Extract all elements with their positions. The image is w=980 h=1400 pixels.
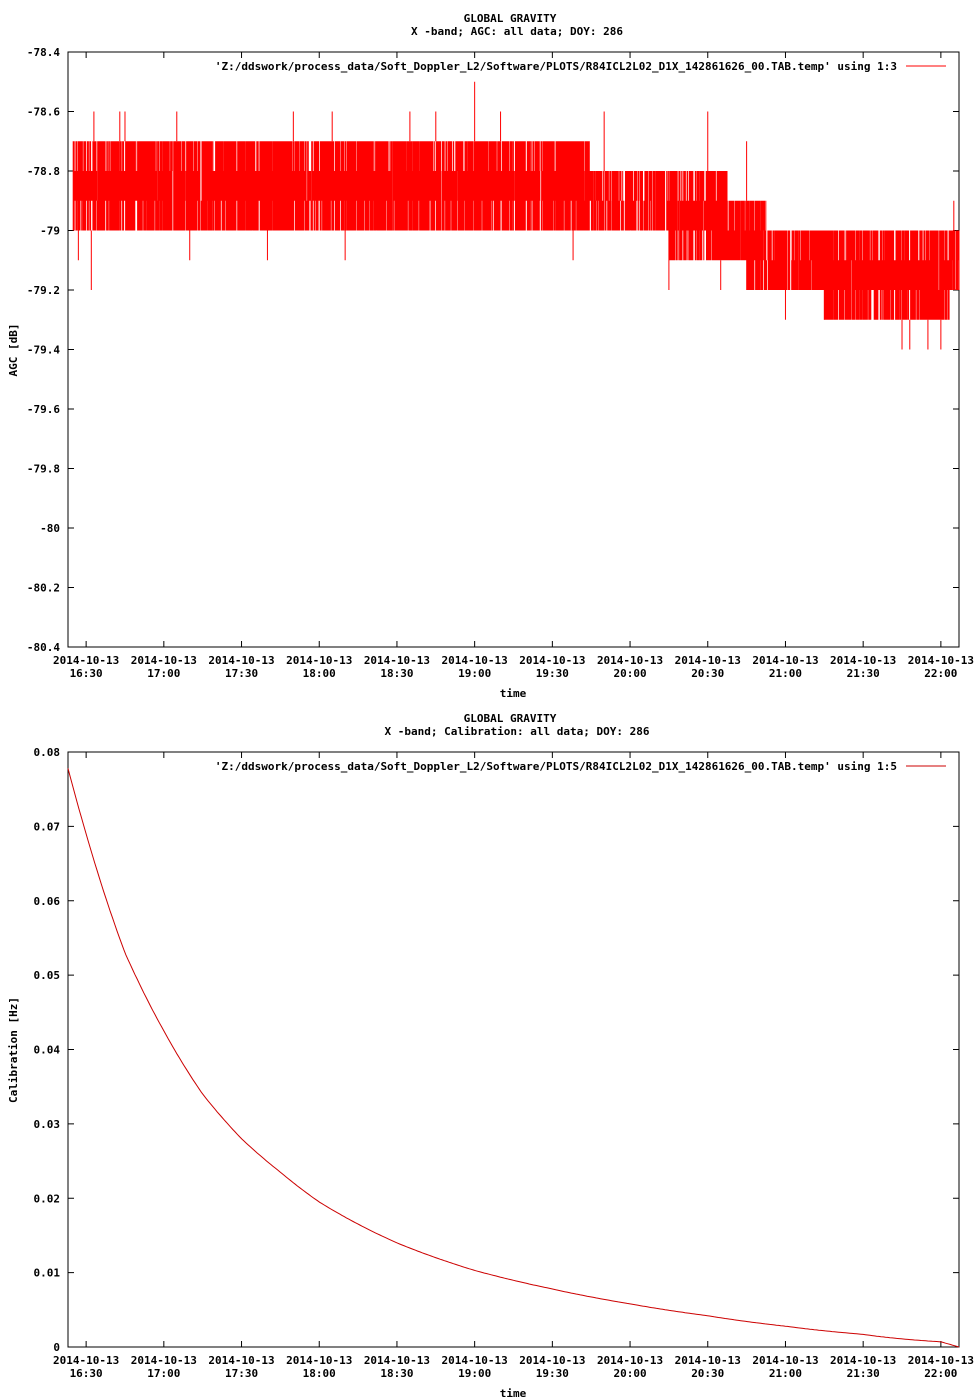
y-tick-label: -79: [40, 225, 60, 238]
y-tick-label: -79.2: [27, 284, 60, 297]
y-tick-label: 0.06: [34, 895, 61, 908]
y-ticks: 0.08 0.07 0.06 0.05 0.04 0.03 0.02 0.01 0: [34, 746, 959, 1354]
x-tick-date: 2014-10-13: [53, 654, 119, 667]
x-tick-time: 17:00: [147, 667, 180, 680]
x-tick-date: 2014-10-13: [597, 1354, 663, 1367]
x-tick-date: 2014-10-13: [131, 1354, 197, 1367]
y-ticks: -78.4 -78.6 -78.8 -79 -79.2 -79.4 -79.6 -79.8 -8…: [27, 46, 959, 654]
chart-title: GLOBAL GRAVITY: [464, 712, 557, 725]
x-tick-date: 2014-10-13: [286, 654, 352, 667]
y-tick-label: -80.4: [27, 641, 60, 654]
y-axis-label: Calibration [Hz]: [7, 997, 20, 1103]
x-tick-date: 2014-10-13: [519, 654, 585, 667]
x-tick-time: 17:30: [225, 1367, 258, 1380]
y-tick-label: 0: [53, 1341, 60, 1354]
y-tick-label: -79.8: [27, 463, 60, 476]
x-tick-date: 2014-10-13: [208, 1354, 274, 1367]
data-series: [72, 81, 960, 350]
y-tick-label: -78.6: [27, 106, 60, 119]
y-tick-label: 0.08: [34, 746, 61, 759]
y-tick-label: -78.4: [27, 46, 60, 59]
x-tick-time: 18:00: [303, 667, 336, 680]
x-tick-date: 2014-10-13: [675, 1354, 741, 1367]
x-tick-time: 20:00: [613, 1367, 646, 1380]
y-tick-label: 0.02: [34, 1192, 61, 1205]
x-tick-time: 21:00: [769, 1367, 802, 1380]
x-tick-time: 19:30: [536, 667, 569, 680]
x-tick-time: 21:30: [847, 667, 880, 680]
x-tick-time: 19:30: [536, 1367, 569, 1380]
x-tick-time: 20:30: [691, 667, 724, 680]
x-tick-time: 19:00: [458, 667, 491, 680]
y-tick-label: -80: [40, 522, 60, 535]
x-tick-time: 16:30: [70, 1367, 103, 1380]
y-tick-label: -80.2: [27, 582, 60, 595]
x-tick-date: 2014-10-13: [752, 1354, 818, 1367]
calibration-chart: GLOBAL GRAVITY X -band; Calibration: all…: [7, 712, 974, 1400]
x-ticks: 2014-10-1316:302014-10-1317:002014-10-13…: [53, 752, 974, 1380]
x-tick-date: 2014-10-13: [442, 654, 508, 667]
x-tick-date: 2014-10-13: [752, 654, 818, 667]
y-tick-label: 0.04: [34, 1044, 61, 1057]
y-tick-label: 0.07: [34, 820, 61, 833]
x-axis-label: time: [500, 687, 527, 700]
data-series: [67, 768, 960, 1348]
x-axis-label: time: [500, 1387, 527, 1400]
x-tick-date: 2014-10-13: [519, 1354, 585, 1367]
x-tick-date: 2014-10-13: [908, 654, 974, 667]
plot-frame: [67, 751, 960, 1348]
y-tick-label: 0.03: [34, 1118, 61, 1131]
x-tick-date: 2014-10-13: [364, 1354, 430, 1367]
legend-label: 'Z:/ddswork/process_data/Soft_Doppler_L2…: [215, 60, 897, 73]
x-tick-date: 2014-10-13: [131, 654, 197, 667]
chart-subtitle: X -band; Calibration: all data; DOY: 286: [385, 725, 650, 738]
chart-subtitle: X -band; AGC: all data; DOY: 286: [411, 25, 623, 38]
x-tick-time: 18:30: [380, 1367, 413, 1380]
calibration-series-line: [67, 768, 960, 1348]
x-ticks: 2014-10-1316:302014-10-1317:002014-10-13…: [53, 52, 974, 680]
x-tick-time: 21:30: [847, 1367, 880, 1380]
x-tick-date: 2014-10-13: [597, 654, 663, 667]
x-tick-time: 18:00: [303, 1367, 336, 1380]
x-tick-date: 2014-10-13: [53, 1354, 119, 1367]
x-tick-date: 2014-10-13: [442, 1354, 508, 1367]
y-tick-label: -78.8: [27, 165, 60, 178]
agc-chart: GLOBAL GRAVITY X -band; AGC: all data; D…: [7, 12, 974, 700]
x-tick-date: 2014-10-13: [908, 1354, 974, 1367]
y-tick-label: -79.6: [27, 403, 60, 416]
x-tick-time: 22:00: [924, 667, 957, 680]
x-tick-time: 16:30: [70, 667, 103, 680]
x-tick-time: 20:00: [613, 667, 646, 680]
x-tick-time: 21:00: [769, 667, 802, 680]
x-tick-time: 20:30: [691, 1367, 724, 1380]
x-tick-time: 22:00: [924, 1367, 957, 1380]
x-tick-time: 18:30: [380, 667, 413, 680]
legend-label: 'Z:/ddswork/process_data/Soft_Doppler_L2…: [215, 760, 897, 773]
y-tick-label: 0.05: [34, 969, 61, 982]
x-tick-time: 19:00: [458, 1367, 491, 1380]
x-tick-date: 2014-10-13: [830, 654, 896, 667]
x-tick-date: 2014-10-13: [208, 654, 274, 667]
y-axis-label: AGC [dB]: [7, 324, 20, 377]
x-tick-date: 2014-10-13: [364, 654, 430, 667]
x-tick-date: 2014-10-13: [830, 1354, 896, 1367]
x-tick-time: 17:00: [147, 1367, 180, 1380]
agc-series-band: [72, 141, 960, 320]
chart-title: GLOBAL GRAVITY: [464, 12, 557, 25]
x-tick-date: 2014-10-13: [675, 654, 741, 667]
y-tick-label: 0.01: [34, 1267, 61, 1280]
x-tick-date: 2014-10-13: [286, 1354, 352, 1367]
x-tick-time: 17:30: [225, 667, 258, 680]
y-tick-label: -79.4: [27, 344, 60, 357]
